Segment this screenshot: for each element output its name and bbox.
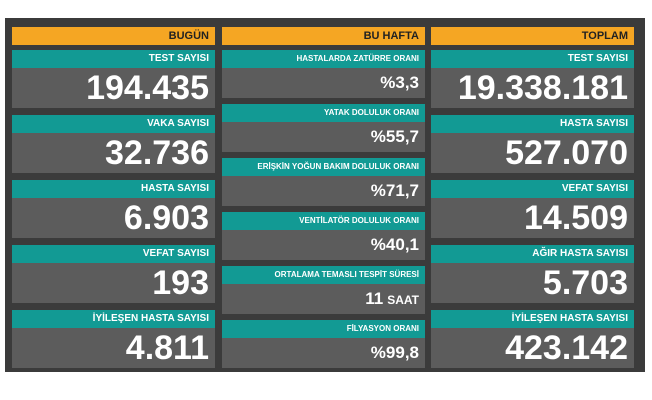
stat-label: İYİLEŞEN HASTA SAYISI <box>431 310 634 328</box>
stat-card: TEST SAYISI 194.435 <box>12 50 215 108</box>
stat-value-box: 5.703 <box>431 263 634 303</box>
stat-value: 5.703 <box>542 264 628 302</box>
stat-value-box: 11 SAAT <box>222 284 425 314</box>
stat-value: 194.435 <box>86 69 209 107</box>
stat-card: YATAK DOLULUK ORANI %55,7 <box>222 104 425 152</box>
stat-value-box: 193 <box>12 263 215 303</box>
stat-value-box: 527.070 <box>431 133 634 173</box>
stat-label: FİLYASYON ORANI <box>222 320 425 338</box>
stat-card: İYİLEŞEN HASTA SAYISI 4.811 <box>12 310 215 368</box>
column-header: TOPLAM <box>431 27 634 45</box>
stat-value: %99,8 <box>370 343 419 362</box>
column: TOPLAM TEST SAYISI 19.338.181 HASTA SAYISI 5… <box>431 27 634 368</box>
stat-value-box: 32.736 <box>12 133 215 173</box>
stat-card: HASTALARDA ZATÜRRE ORANI %3,3 <box>222 50 425 98</box>
stat-value-box: %55,7 <box>222 122 425 152</box>
stat-value: 19.338.181 <box>457 69 628 107</box>
stat-value-box: %71,7 <box>222 176 425 206</box>
stat-card: TEST SAYISI 19.338.181 <box>431 50 634 108</box>
stat-value: 423.142 <box>505 329 628 367</box>
stat-card: VEFAT SAYISI 14.509 <box>431 180 634 238</box>
column: BU HAFTA HASTALARDA ZATÜRRE ORANI %3,3 YATA… <box>222 27 425 368</box>
stat-card: FİLYASYON ORANI %99,8 <box>222 320 425 368</box>
stat-value: 6.903 <box>123 199 209 237</box>
dashboard: BUGÜN TEST SAYISI 194.435 VAKA SAYISI 32.736… <box>5 18 645 372</box>
stat-value: 4.811 <box>125 329 209 367</box>
stat-value: %71,7 <box>370 181 419 200</box>
stat-value: 32.736 <box>105 134 209 172</box>
stat-value: %55,7 <box>370 127 419 146</box>
stat-card: İYİLEŞEN HASTA SAYISI 423.142 <box>431 310 634 368</box>
stat-label: HASTA SAYISI <box>431 115 634 133</box>
stat-value: %3,3 <box>380 73 419 92</box>
stat-label: ERİŞKİN YOĞUN BAKIM DOLULUK ORANI <box>222 158 425 176</box>
stat-label: TEST SAYISI <box>12 50 215 68</box>
stat-card: HASTA SAYISI 6.903 <box>12 180 215 238</box>
stat-label: TEST SAYISI <box>431 50 634 68</box>
stat-card: ORTALAMA TEMASLI TESPİT SÜRESİ 11 SAAT <box>222 266 425 314</box>
stat-label: VAKA SAYISI <box>12 115 215 133</box>
stat-value-box: 19.338.181 <box>431 68 634 108</box>
stat-card: VEFAT SAYISI 193 <box>12 245 215 303</box>
stat-card: HASTA SAYISI 527.070 <box>431 115 634 173</box>
stat-value-box: %3,3 <box>222 68 425 98</box>
column: BUGÜN TEST SAYISI 194.435 VAKA SAYISI 32.736… <box>12 27 215 368</box>
column-header: BU HAFTA <box>222 27 425 45</box>
stat-label: YATAK DOLULUK ORANI <box>222 104 425 122</box>
stat-value: 193 <box>152 264 209 302</box>
stat-value-box: 194.435 <box>12 68 215 108</box>
stat-label: ORTALAMA TEMASLI TESPİT SÜRESİ <box>222 266 425 284</box>
stat-label: VENTİLATÖR DOLULUK ORANI <box>222 212 425 230</box>
stat-value-box: 4.811 <box>12 328 215 368</box>
stat-label: HASTA SAYISI <box>12 180 215 198</box>
stat-value-box: %99,8 <box>222 338 425 368</box>
stat-value: 11 <box>365 289 384 308</box>
stat-value: 14.509 <box>524 199 628 237</box>
stat-label: HASTALARDA ZATÜRRE ORANI <box>222 50 425 68</box>
stat-value-box: 423.142 <box>431 328 634 368</box>
stat-value: 527.070 <box>505 134 628 172</box>
stat-card: VENTİLATÖR DOLULUK ORANI %40,1 <box>222 212 425 260</box>
stat-value-box: %40,1 <box>222 230 425 260</box>
stat-label: İYİLEŞEN HASTA SAYISI <box>12 310 215 328</box>
stat-value-box: 6.903 <box>12 198 215 238</box>
stat-card: VAKA SAYISI 32.736 <box>12 115 215 173</box>
stat-label: VEFAT SAYISI <box>431 180 634 198</box>
stat-unit: SAAT <box>387 293 419 307</box>
stat-card: AĞIR HASTA SAYISI 5.703 <box>431 245 634 303</box>
stat-label: VEFAT SAYISI <box>12 245 215 263</box>
stat-value: %40,1 <box>370 235 419 254</box>
stat-label: AĞIR HASTA SAYISI <box>431 245 634 263</box>
stat-card: ERİŞKİN YOĞUN BAKIM DOLULUK ORANI %71,7 <box>222 158 425 206</box>
stat-value-box: 14.509 <box>431 198 634 238</box>
column-header: BUGÜN <box>12 27 215 45</box>
